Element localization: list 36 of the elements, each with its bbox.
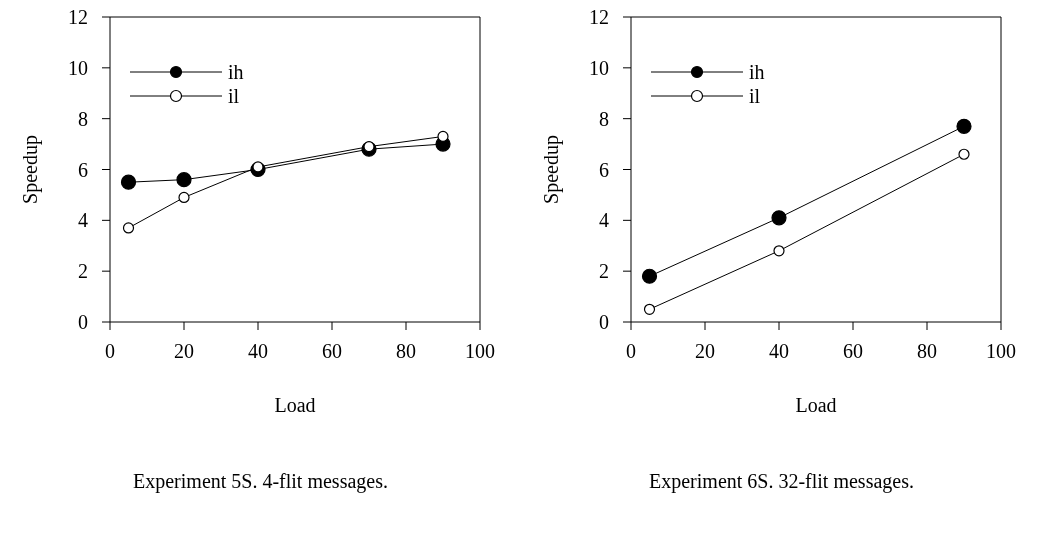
x-tick-label: 60 xyxy=(322,340,342,363)
x-tick-label: 0 xyxy=(105,340,115,363)
y-tick-label: 10 xyxy=(68,56,88,79)
text: Experiment 5S. 4-flit messages. xyxy=(132,470,389,493)
y-tick-label: 10 xyxy=(589,56,609,79)
y-tick-label: 4 xyxy=(599,209,609,232)
y-tick-label: 12 xyxy=(589,6,609,29)
y-tick-label: 12 xyxy=(68,6,88,29)
y-tick-label: 0 xyxy=(599,311,609,334)
y-tick-label: 2 xyxy=(599,260,609,283)
x-tick-label: 60 xyxy=(843,340,863,363)
y-tick-label: 8 xyxy=(78,107,88,130)
y-tick-label: 4 xyxy=(78,209,88,232)
y-tick-label: 6 xyxy=(599,158,609,181)
x-tick-label: 80 xyxy=(396,340,416,363)
legend-label: ih xyxy=(228,60,244,84)
x-axis-title: Load xyxy=(274,394,316,416)
text: Experiment 6S. 32-flit messages. xyxy=(648,470,915,493)
y-tick-label: 2 xyxy=(78,260,88,283)
x-tick-label: 20 xyxy=(174,340,194,363)
x-tick-label: 80 xyxy=(917,340,937,363)
y-axis-title: Speedup xyxy=(19,135,43,204)
x-tick-label: 20 xyxy=(695,340,715,363)
y-tick-label: 0 xyxy=(78,311,88,334)
x-tick-label: 40 xyxy=(248,340,268,363)
x-tick-label: 100 xyxy=(986,340,1016,363)
x-tick-label: 0 xyxy=(626,340,636,363)
legend-label: il xyxy=(228,84,240,108)
legend-label: il xyxy=(749,84,761,108)
x-axis-title: Load xyxy=(795,394,837,416)
y-tick-label: 6 xyxy=(78,158,88,181)
x-tick-label: 100 xyxy=(465,340,495,363)
legend-label: ih xyxy=(749,60,765,84)
y-tick-label: 8 xyxy=(599,107,609,130)
x-tick-label: 40 xyxy=(769,340,789,363)
y-axis-title: Speedup xyxy=(540,135,564,204)
